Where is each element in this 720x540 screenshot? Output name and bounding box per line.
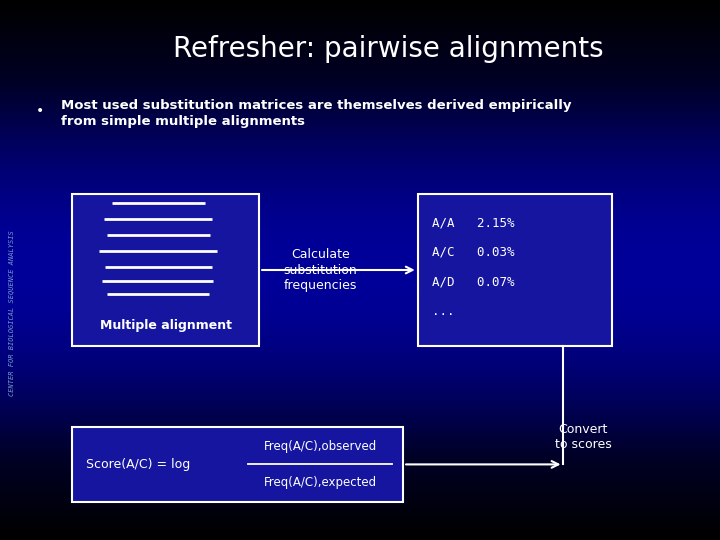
Text: CENTER FOR BIOLOGICAL SEQUENCE ANALYSIS: CENTER FOR BIOLOGICAL SEQUENCE ANALYSIS bbox=[9, 231, 14, 396]
FancyBboxPatch shape bbox=[418, 194, 612, 346]
Text: Convert
to scores: Convert to scores bbox=[555, 423, 611, 451]
Text: A/C   0.03%: A/C 0.03% bbox=[432, 246, 515, 259]
Text: Most used substitution matrices are themselves derived empirically: Most used substitution matrices are them… bbox=[61, 99, 572, 112]
Text: ...: ... bbox=[432, 305, 454, 318]
Text: Refresher: pairwise alignments: Refresher: pairwise alignments bbox=[174, 35, 604, 63]
Text: •: • bbox=[35, 104, 44, 118]
Text: Score(A/C) = log: Score(A/C) = log bbox=[86, 458, 191, 471]
Text: Freq(A/C),observed: Freq(A/C),observed bbox=[264, 440, 377, 453]
FancyBboxPatch shape bbox=[72, 427, 403, 502]
Text: A/D   0.07%: A/D 0.07% bbox=[432, 275, 515, 288]
Text: A/A   2.15%: A/A 2.15% bbox=[432, 216, 515, 229]
Text: from simple multiple alignments: from simple multiple alignments bbox=[61, 115, 305, 128]
Text: Freq(A/C),expected: Freq(A/C),expected bbox=[264, 476, 377, 489]
Text: Calculate
substitution
frequencies: Calculate substitution frequencies bbox=[284, 248, 357, 292]
FancyBboxPatch shape bbox=[72, 194, 259, 346]
Text: Multiple alignment: Multiple alignment bbox=[99, 319, 232, 332]
